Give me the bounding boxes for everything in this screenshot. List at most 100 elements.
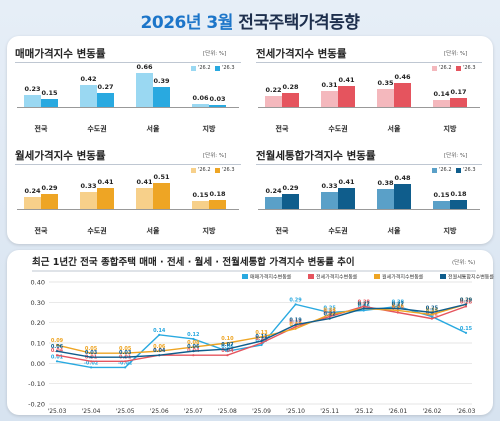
legend-label: '26.3 [463, 167, 476, 173]
title-year: 2026년 3월 [140, 13, 234, 33]
bar-value-label: 0.22 [265, 85, 282, 94]
bar-value-label: 0.66 [136, 63, 153, 71]
summary-panel [7, 36, 493, 244]
bar [394, 83, 411, 107]
bar-value-label: 0.29 [282, 184, 299, 193]
bar [265, 196, 282, 209]
card-divider [15, 164, 241, 165]
bar [209, 199, 226, 209]
bar-value-label: 0.39 [153, 76, 170, 85]
category-label: 지방 [443, 227, 457, 235]
bar [192, 103, 209, 107]
bar-value-label: 0.18 [209, 189, 226, 198]
legend-swatch [456, 66, 461, 71]
card-unit: [단위: %] [444, 51, 468, 57]
bar-value-label: 0.28 [282, 82, 299, 91]
legend-label: '26.2 [198, 65, 211, 71]
category-label: 전국 [34, 227, 48, 235]
category-label: 수도권 [328, 227, 348, 235]
category-label: 지방 [202, 227, 216, 235]
bar-value-label: 0.23 [24, 85, 41, 94]
legend-swatch [215, 66, 220, 71]
card-divider [256, 62, 482, 63]
bar [433, 99, 450, 107]
card-title: 전세가격지수 변동률 [256, 48, 347, 60]
legend-swatch [432, 168, 437, 173]
legend-swatch [215, 168, 220, 173]
bar [450, 98, 467, 107]
bar-value-label: 0.14 [433, 89, 450, 98]
bar [153, 182, 170, 209]
bar-value-label: 0.41 [338, 177, 355, 186]
bar [394, 184, 411, 209]
category-label: 서울 [146, 227, 160, 235]
category-label: 서울 [146, 125, 160, 133]
legend-label: '26.3 [222, 167, 235, 173]
category-label: 지방 [443, 125, 457, 133]
trend-panel [7, 250, 493, 415]
bar [80, 192, 97, 209]
bar [265, 95, 282, 107]
bar-value-label: 0.38 [377, 179, 394, 188]
category-label: 전국 [34, 125, 48, 133]
bar [338, 85, 355, 107]
legend-swatch [432, 66, 437, 71]
bar-value-label: 0.15 [433, 191, 450, 200]
bar-value-label: 0.33 [80, 182, 97, 190]
bar [209, 105, 226, 107]
bar [282, 194, 299, 209]
bar [97, 187, 114, 209]
bar [450, 199, 467, 209]
card-title: 전월세통합가격지수 변동률 [256, 150, 376, 162]
category-label: 전국 [275, 227, 289, 235]
bar-value-label: 0.42 [80, 75, 97, 84]
bar [377, 189, 394, 209]
bar [24, 196, 41, 209]
bar [97, 93, 114, 107]
baseline [17, 107, 239, 108]
card-unit: [단위: %] [203, 153, 227, 159]
legend-label: '26.3 [463, 65, 476, 71]
bar [192, 201, 209, 209]
bar [153, 86, 170, 107]
category-label: 서울 [387, 125, 401, 133]
legend-label: '26.2 [439, 167, 452, 173]
bar-value-label: 0.29 [41, 184, 58, 193]
bar-value-label: 0.17 [450, 88, 467, 97]
legend-swatch [191, 66, 196, 71]
legend-swatch [191, 168, 196, 173]
bar-value-label: 0.46 [394, 73, 411, 82]
legend-label: '26.3 [222, 65, 235, 71]
category-label: 전국 [275, 125, 289, 133]
card-title: 월세가격지수 변동률 [15, 150, 106, 162]
legend-label: '26.2 [198, 167, 211, 173]
category-label: 수도권 [87, 125, 107, 133]
bar [282, 92, 299, 107]
bar [321, 192, 338, 209]
bar-value-label: 0.24 [265, 186, 282, 195]
bar [80, 85, 97, 107]
title-text: 전국주택가격동향 [232, 13, 360, 33]
bar-value-label: 0.31 [321, 81, 338, 90]
bar [338, 187, 355, 209]
category-label: 수도권 [87, 227, 107, 235]
card-title: 매매가격지수 변동률 [15, 48, 106, 60]
page-title: 2026년 3월 전국주택가격동향 [0, 8, 500, 33]
bar [24, 95, 41, 107]
bar [433, 201, 450, 209]
bar [321, 91, 338, 107]
baseline [258, 107, 480, 108]
legend-label: '26.2 [439, 65, 452, 71]
card-unit: [단위: %] [203, 51, 227, 57]
legend-swatch [456, 168, 461, 173]
baseline [258, 209, 480, 210]
bar [377, 88, 394, 107]
bar-value-label: 0.51 [153, 172, 170, 181]
bar-value-label: 0.35 [377, 78, 394, 87]
bar-value-label: 0.15 [192, 191, 209, 200]
bar-value-label: 0.41 [136, 177, 153, 186]
bar [136, 73, 153, 107]
bar [41, 194, 58, 209]
bar-value-label: 0.18 [450, 189, 467, 198]
bar-value-label: 0.41 [338, 75, 355, 84]
